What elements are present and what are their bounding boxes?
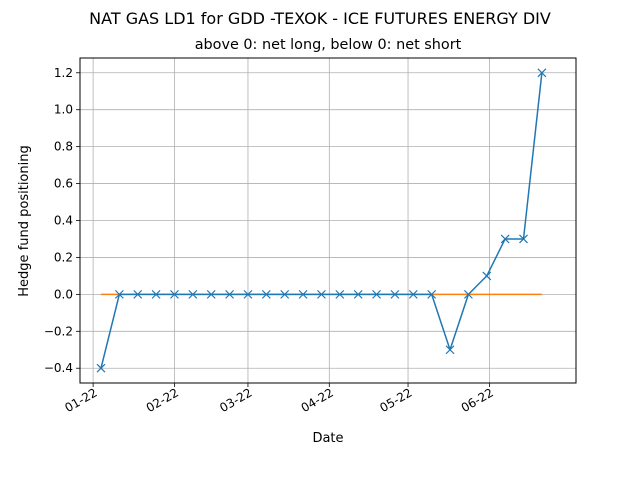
y-tick-label: 0.4 xyxy=(54,214,73,228)
data-point-marker xyxy=(280,289,290,299)
data-point-marker xyxy=(261,289,271,299)
data-point-marker xyxy=(408,289,418,299)
data-point-marker xyxy=(317,289,326,299)
data-point-marker xyxy=(500,234,510,244)
x-tick-label: 05-22 xyxy=(377,385,414,415)
y-tick-label: 0.6 xyxy=(54,177,73,191)
y-tick-label: 1.2 xyxy=(54,66,73,80)
data-point-marker xyxy=(390,289,400,299)
y-tick-label: 1.0 xyxy=(54,103,73,117)
x-axis: 01-22 02-22 03-22 04-22 05-22 06-22 xyxy=(62,383,496,415)
data-point-marker xyxy=(243,289,253,299)
data-point-marker xyxy=(445,345,455,355)
x-axis-label: Date xyxy=(312,431,343,446)
data-point-marker xyxy=(188,289,198,299)
x-tick-label: 04-22 xyxy=(299,385,336,415)
data-point-marker xyxy=(519,234,528,244)
data-point-marker xyxy=(537,68,547,78)
y-tick-label: 0.0 xyxy=(54,287,73,301)
data-point-marker xyxy=(427,289,437,299)
chart-subtitle: above 0: net long, below 0: net short xyxy=(195,37,462,53)
chart-title: NAT GAS LD1 for GDD -TEXOK - ICE FUTURES… xyxy=(89,9,551,28)
y-tick-label: −0.2 xyxy=(44,324,73,338)
data-point-marker xyxy=(151,289,161,299)
y-axis-label: Hedge fund positioning xyxy=(17,145,32,296)
x-tick-label: 02-22 xyxy=(144,385,181,415)
data-point-marker xyxy=(170,289,179,299)
x-tick-label: 01-22 xyxy=(62,385,99,415)
y-tick-label: 0.2 xyxy=(54,250,73,264)
y-tick-label: −0.4 xyxy=(44,361,73,375)
data-point-marker xyxy=(298,289,308,299)
grid xyxy=(80,58,576,383)
data-point-marker xyxy=(353,289,363,299)
data-point-marker xyxy=(96,363,106,373)
data-point-marker xyxy=(482,271,492,281)
data-point-marker xyxy=(463,289,473,299)
x-tick-label: 03-22 xyxy=(217,385,254,415)
y-axis: −0.4 −0.2 0.0 0.2 0.4 0.6 0.8 1.0 1.2 xyxy=(44,66,80,375)
y-tick-label: 0.8 xyxy=(54,140,73,154)
data-point-marker xyxy=(372,289,381,299)
data-point-marker xyxy=(114,289,124,299)
data-point-marker xyxy=(225,289,235,299)
data-point-marker xyxy=(335,289,345,299)
series-group xyxy=(96,68,547,373)
x-tick-label: 06-22 xyxy=(459,385,496,415)
data-point-marker xyxy=(206,289,216,299)
data-point-marker xyxy=(133,289,143,299)
